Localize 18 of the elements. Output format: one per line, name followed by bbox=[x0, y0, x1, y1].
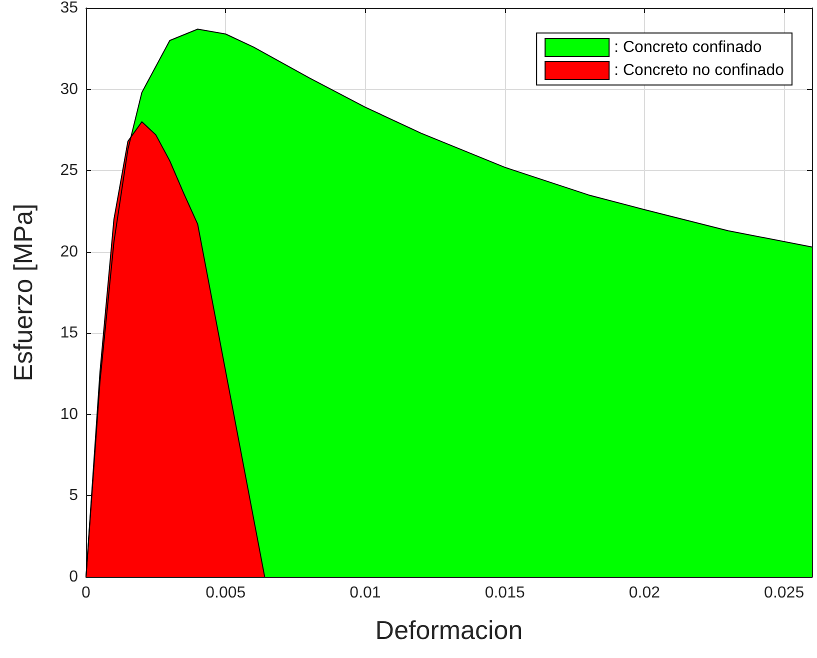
y-tick-label: 0 bbox=[69, 568, 78, 586]
legend-label: : Concreto no confinado bbox=[614, 62, 784, 79]
y-tick-label: 20 bbox=[60, 243, 78, 260]
x-axis-title: Deformacion bbox=[375, 615, 523, 645]
x-tick-label: 0.015 bbox=[484, 584, 525, 602]
y-tick-label: 15 bbox=[60, 324, 78, 342]
y-tick-label: 30 bbox=[60, 80, 78, 98]
y-tick-label: 35 bbox=[60, 0, 78, 16]
x-tick-label: 0.005 bbox=[206, 584, 246, 602]
x-tick-label: 0.02 bbox=[628, 584, 660, 602]
legend-label: : Concreto confinado bbox=[614, 39, 762, 56]
y-axis-title: Esfuerzo [MPa] bbox=[8, 204, 38, 382]
x-tick-label: 0.025 bbox=[764, 584, 804, 602]
x-tick-label: 0 bbox=[82, 584, 91, 602]
x-tick-label: 0.01 bbox=[350, 584, 381, 602]
y-tick-label: 10 bbox=[60, 406, 78, 423]
y-tick-label: 5 bbox=[69, 487, 78, 504]
y-tick-label: 25 bbox=[60, 162, 78, 180]
